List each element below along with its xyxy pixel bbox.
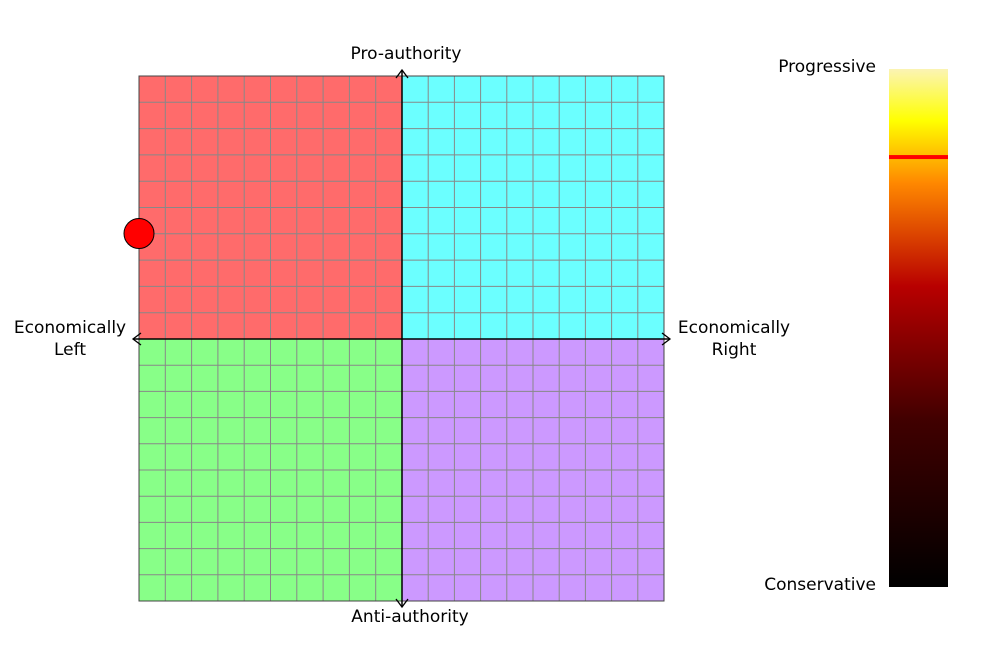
axes-layer	[131, 68, 672, 609]
arrow-down	[395, 598, 409, 609]
left-axis-label-line1: Economically	[14, 318, 126, 338]
scale-top-label: Progressive	[778, 57, 876, 77]
arrow-left	[131, 332, 142, 346]
arrow-right	[661, 332, 672, 346]
point-layer	[123, 218, 155, 249]
data-point	[123, 218, 155, 249]
top-axis-label: Pro-authority	[351, 44, 462, 64]
right-axis-label-line1: Economically	[678, 318, 790, 338]
left-axis-label-line2: Left	[54, 340, 86, 360]
bottom-axis-label: Anti-authority	[351, 607, 468, 627]
right-axis-label-line2: Right	[712, 340, 757, 360]
scale-marker-layer	[889, 155, 948, 160]
social-scale-bar	[889, 69, 948, 587]
social-scale-marker	[889, 155, 948, 160]
scale-bottom-label: Conservative	[764, 575, 876, 595]
arrow-up	[395, 68, 409, 79]
